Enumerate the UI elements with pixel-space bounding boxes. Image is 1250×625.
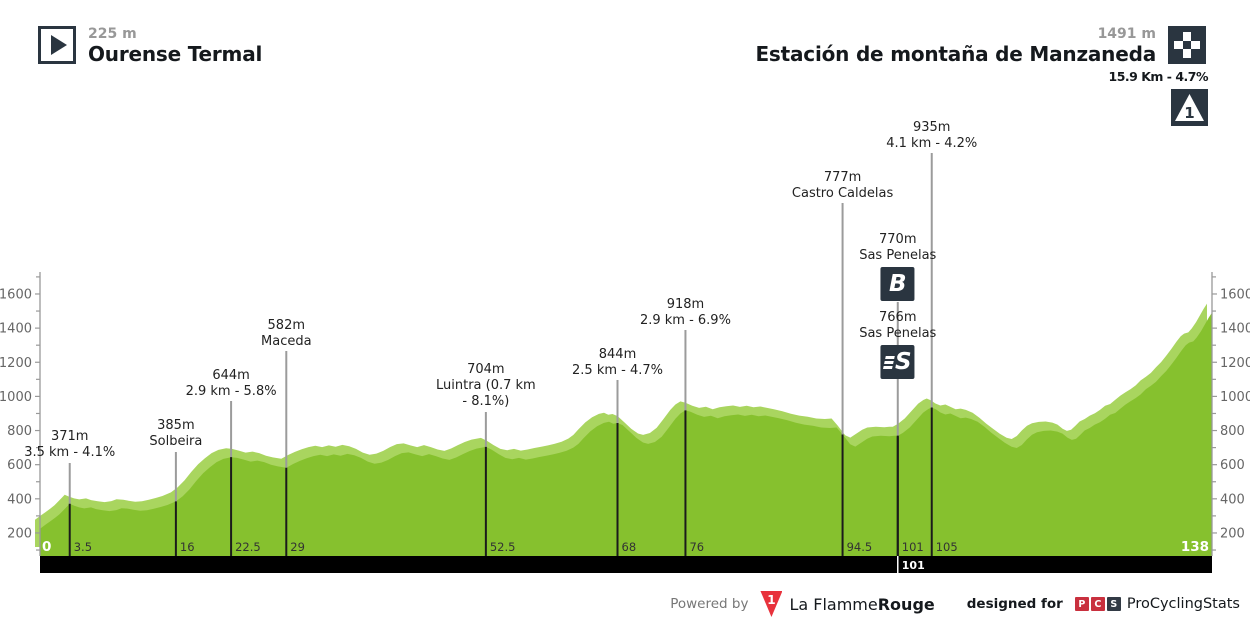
- pcs-wordmark: ProCyclingStats: [1126, 596, 1240, 612]
- start-header: 225 m Ourense Termal: [38, 26, 262, 66]
- km-tick-label: 101: [902, 540, 924, 554]
- annotation-text: 385m: [157, 418, 195, 433]
- pcs-s-square: S: [1106, 597, 1121, 611]
- y-tick-label: 1000: [1220, 390, 1250, 405]
- annotation-text: Maceda: [261, 334, 312, 349]
- category-1-climb-icon: 1: [1171, 89, 1208, 126]
- annotation-text: 766m: [879, 310, 917, 325]
- climb-annotation: 918m 2.9 km - 6.9%: [640, 297, 731, 329]
- annotation-text: 2.9 km - 5.8%: [185, 384, 277, 399]
- designed-for-label: designed for: [966, 596, 1063, 612]
- km-tick-label: 138: [1181, 539, 1209, 555]
- y-tick-label: 800: [7, 424, 32, 439]
- km-axis-bar: [40, 556, 1212, 573]
- km-tick-label: 0: [42, 539, 51, 555]
- y-tick-label: 800: [1220, 424, 1245, 439]
- start-name: Ourense Termal: [88, 42, 263, 66]
- y-tick-label: 1600: [1220, 287, 1250, 302]
- km-tick-label: 3.5: [74, 540, 92, 554]
- y-tick-label: 400: [7, 492, 32, 507]
- annotation-text: Sas Penelas: [859, 248, 937, 263]
- start-icon: [38, 26, 76, 64]
- km-tick-label: 29: [290, 540, 305, 554]
- annotation-text: 644m: [212, 368, 250, 383]
- climb-annotation: 371m 3.5 km - 4.1%: [24, 429, 115, 461]
- climb-category-number: 1: [1184, 104, 1195, 122]
- bonus-seconds-icon: B: [880, 267, 915, 301]
- la-flamme-rouge-logo[interactable]: 1 La FlammeRouge: [760, 591, 935, 617]
- km-tick-label: 16: [180, 540, 195, 554]
- annotation-text: 582m: [267, 318, 306, 333]
- y-tick-label: 600: [1220, 458, 1245, 473]
- y-tick-label: 1200: [1220, 356, 1250, 371]
- lfr-flag-icon: 1: [760, 591, 783, 617]
- annotation-text: - 8.1%): [462, 394, 510, 409]
- annotation-text: 4.1 km - 4.2%: [886, 136, 978, 151]
- y-tick-label: 1400: [1220, 322, 1250, 337]
- climb-annotation: 935m 4.1 km - 4.2%: [886, 120, 977, 152]
- km-tick-label: 105: [936, 540, 958, 554]
- annotation-text: Castro Caldelas: [791, 186, 894, 201]
- km-tick-label: 22.5: [235, 540, 261, 554]
- footer: Powered by 1 La FlammeRouge designed for…: [0, 591, 1240, 617]
- bar-marker-label: 101: [902, 559, 925, 572]
- climb-annotation: 582m Maceda: [261, 318, 312, 350]
- annotation-text: 2.5 km - 4.7%: [572, 363, 663, 378]
- km-tick-label: 52.5: [490, 540, 516, 554]
- climb-annotation: 766m Sas Penelas S: [859, 310, 936, 383]
- annotation-text: 777m: [823, 170, 862, 185]
- final-climb-stat: 15.9 Km - 4.7%: [1108, 69, 1209, 84]
- sprint-icon: S: [880, 345, 915, 379]
- annotation-text: 770m: [879, 232, 917, 247]
- annotation-text: 371m: [50, 429, 89, 444]
- climb-annotation: 777m Castro Caldelas: [792, 170, 893, 202]
- y-tick-label: 200: [1220, 526, 1245, 541]
- y-tick-label: 1000: [0, 390, 32, 405]
- climb-annotation: 644m 2.9 km - 5.8%: [186, 368, 277, 400]
- annotation-text: Solbeira: [149, 434, 203, 449]
- km-tick-label: 94.5: [847, 540, 873, 554]
- annotation-text: 704m: [467, 362, 505, 377]
- km-tick-label: 76: [689, 540, 704, 554]
- powered-by-label: Powered by: [670, 596, 749, 612]
- annotation-text: 3.5 km - 4.1%: [24, 445, 116, 460]
- climb-annotation: 385m Solbeira: [149, 418, 202, 450]
- finish-name: Estación de montaña de Manzaneda: [755, 42, 1156, 66]
- y-tick-label: 600: [7, 458, 32, 473]
- y-tick-label: 200: [7, 526, 32, 541]
- pcs-p-square: P: [1074, 597, 1089, 611]
- annotation-text: Sas Penelas: [859, 326, 937, 341]
- y-tick-label: 1600: [0, 287, 32, 302]
- finish-header: 1491 m Estación de montaña de Manzaneda: [755, 26, 1206, 66]
- climb-annotation: 704m Luintra (0.7 km - 8.1%): [436, 362, 536, 410]
- start-elevation: 225 m: [88, 26, 137, 42]
- annotation-text: 935m: [912, 120, 951, 135]
- finish-elevation: 1491 m: [1097, 26, 1156, 42]
- finish-flag-icon: [1168, 26, 1206, 64]
- procyclingstats-logo[interactable]: P C S ProCyclingStats: [1074, 596, 1240, 612]
- climb-annotation: 844m 2.5 km - 4.7%: [572, 347, 663, 379]
- y-tick-label: 1400: [0, 322, 32, 337]
- pcs-c-square: C: [1090, 597, 1105, 611]
- y-tick-label: 1200: [0, 356, 32, 371]
- profile-area: [40, 312, 1212, 556]
- km-tick-label: 68: [622, 540, 637, 554]
- lfr-wordmark: La FlammeRouge: [789, 594, 935, 614]
- annotation-text: 844m: [598, 347, 637, 362]
- y-tick-label: 400: [1220, 492, 1245, 507]
- annotation-text: 918m: [666, 297, 705, 312]
- annotation-text: 2.9 km - 6.9%: [639, 313, 731, 328]
- climb-annotation: 770m Sas Penelas B: [859, 232, 936, 305]
- annotation-text: Luintra (0.7 km: [436, 378, 536, 393]
